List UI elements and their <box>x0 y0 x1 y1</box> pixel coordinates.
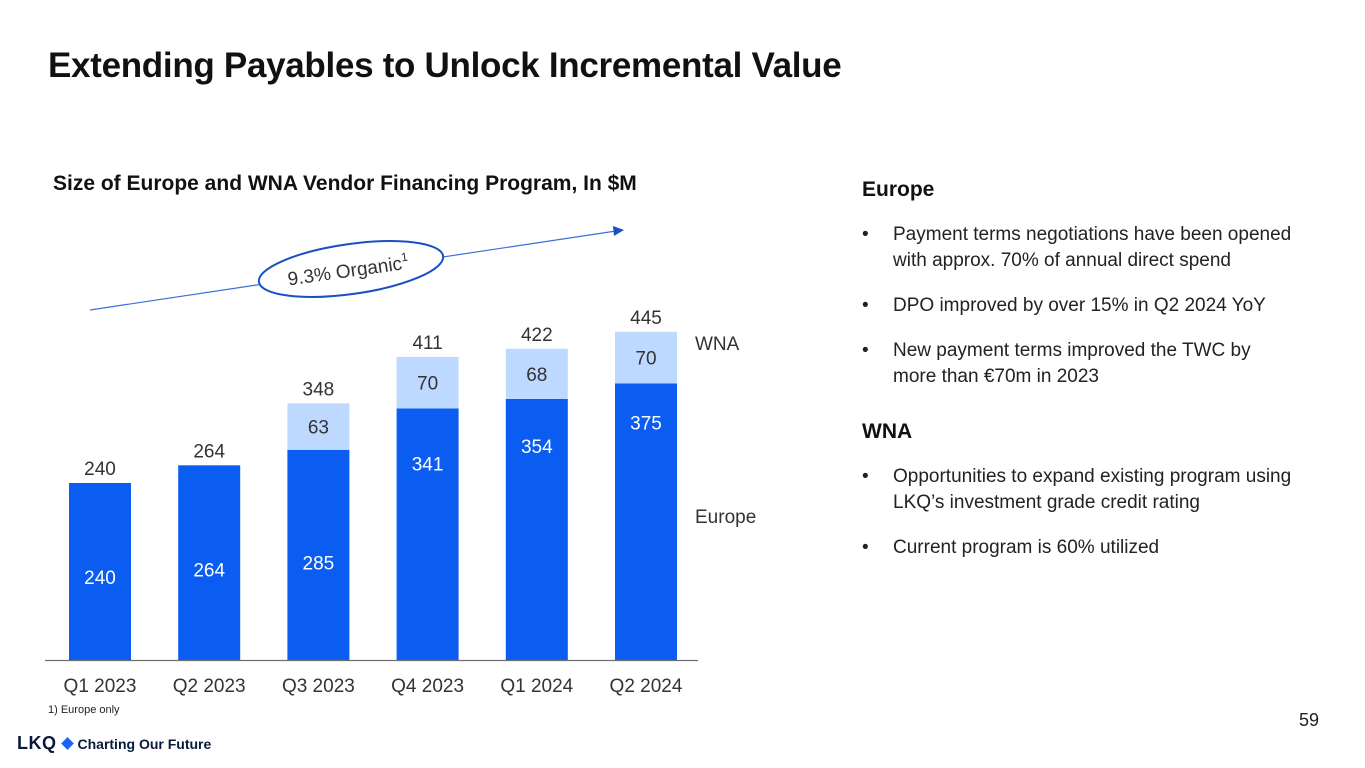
lkq-logo: LKQ Charting Our Future <box>17 733 211 754</box>
x-tick-label: Q2 2023 <box>173 676 246 697</box>
total-data-label: 422 <box>521 325 553 346</box>
europe-data-label: 354 <box>521 437 553 458</box>
europe-heading: Europe <box>862 178 935 201</box>
europe-bullet: New payment terms improved the TWC by mo… <box>862 338 1253 390</box>
wna-bullets: Opportunities to expand existing program… <box>862 464 1322 561</box>
bar-wna <box>615 331 677 384</box>
europe-bullet: Payment terms negotiations have been ope… <box>862 222 1293 274</box>
europe-bullets: Payment terms negotiations have been ope… <box>862 222 1322 390</box>
total-data-label: 240 <box>84 459 116 480</box>
page-number: 59 <box>1298 710 1319 730</box>
x-tick-label: Q4 2023 <box>391 676 464 697</box>
wna-data-label: 70 <box>417 374 438 395</box>
wna-heading: WNA <box>862 420 913 443</box>
chart-title: Size of Europe and WNA Vendor Financing … <box>53 172 637 195</box>
total-data-label: 411 <box>412 333 442 354</box>
total-data-label: 348 <box>303 379 335 400</box>
bar-europe <box>178 465 241 660</box>
bar-europe <box>287 449 350 660</box>
bar-europe <box>69 483 131 660</box>
legend-europe: Europe <box>695 507 756 528</box>
trend-arrow-head <box>613 226 624 236</box>
x-tick-label: Q2 2024 <box>610 676 683 697</box>
bar-wna <box>505 348 568 399</box>
x-tick-label: Q1 2024 <box>500 676 573 697</box>
wna-bullet: Current program is 60% utilized <box>862 535 1333 561</box>
organic-ellipse <box>257 240 445 298</box>
commentary-panel: Europe Payment terms negotiations have b… <box>862 178 1322 580</box>
wna-data-label: 70 <box>635 349 656 370</box>
bar-chart: 240 240 Q1 2023 264 264 Q2 2023 63 285 348 Q3 202… <box>45 226 756 697</box>
logo-mark: LKQ <box>17 733 57 753</box>
wna-data-label: 68 <box>526 365 547 386</box>
wna-bullet: Opportunities to expand existing program… <box>862 464 1333 516</box>
total-data-label: 264 <box>193 441 225 462</box>
europe-data-label: 285 <box>303 554 335 575</box>
europe-data-label: 264 <box>193 560 225 581</box>
bar-europe <box>505 398 568 660</box>
bar-wna <box>287 403 350 450</box>
europe-bullet: DPO improved by over 15% in Q2 2024 YoY <box>862 293 1333 319</box>
diamond-icon <box>60 737 74 750</box>
europe-data-label: 240 <box>84 568 116 589</box>
bar-europe <box>396 408 459 660</box>
x-tick-label: Q1 2023 <box>64 676 137 697</box>
footnote: 1) Europe only <box>48 704 120 716</box>
logo-tagline: Charting Our Future <box>77 735 212 752</box>
bar-europe <box>615 383 677 660</box>
wna-data-label: 63 <box>308 418 329 439</box>
total-data-label: 445 <box>630 308 662 329</box>
page-title: Extending Payables to Unlock Incremental… <box>48 46 842 85</box>
bar-wna <box>396 356 459 409</box>
europe-data-label: 341 <box>412 455 444 476</box>
legend-wna: WNA <box>695 334 740 355</box>
x-tick-label: Q3 2023 <box>282 676 355 697</box>
europe-data-label: 375 <box>630 413 662 434</box>
